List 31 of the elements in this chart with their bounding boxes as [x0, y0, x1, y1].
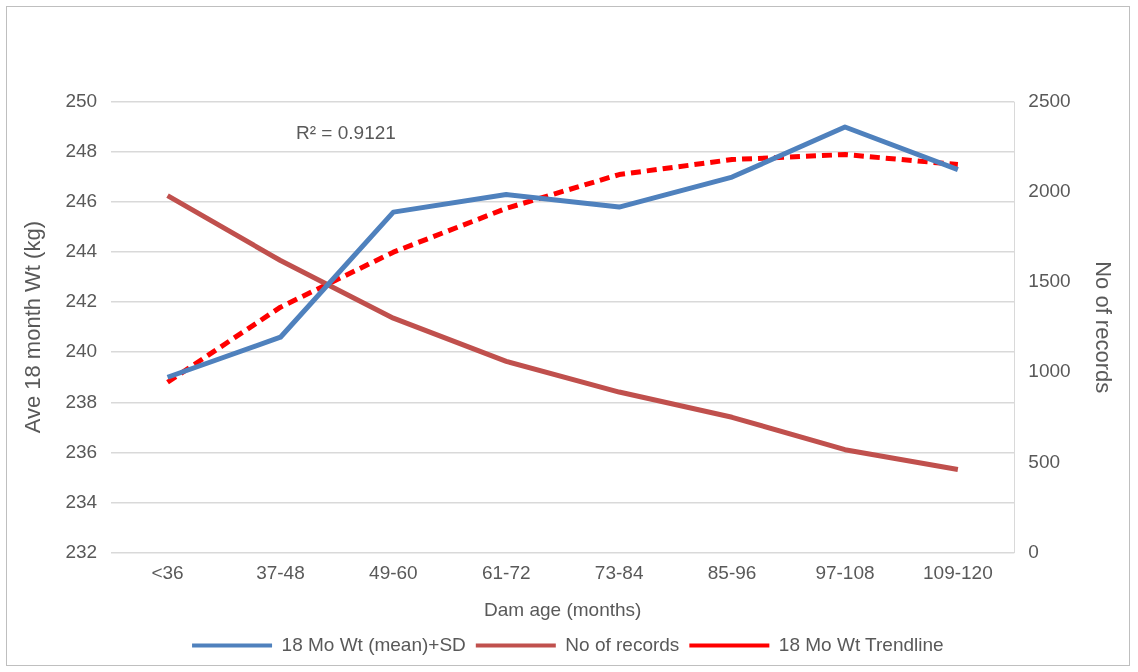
y-tick-label: 244: [65, 240, 98, 262]
y-tick-label: 242: [65, 290, 98, 312]
x-axis-title: Dam age (months): [484, 598, 642, 620]
y2-tick-label: 2500: [1028, 90, 1071, 112]
y-tick-label: 238: [65, 390, 98, 412]
x-tick-label: <36: [151, 562, 184, 584]
legend-label: 18 Mo Wt (mean)+SD: [281, 633, 466, 655]
x-tick-label: 109-120: [923, 562, 993, 584]
y2-tick-label: 500: [1028, 450, 1061, 472]
x-tick-label: 97-108: [815, 562, 875, 584]
y-tick-label: 236: [65, 440, 98, 462]
y2-tick-label: 1500: [1028, 270, 1071, 292]
x-tick-label: 49-60: [369, 562, 418, 584]
y-tick-label: 240: [65, 340, 98, 362]
y-tick-label: 232: [65, 540, 98, 562]
y-axis-title: Ave 18 month Wt (kg): [20, 221, 46, 434]
annotation: R² = 0.9121: [296, 122, 396, 144]
y2-axis-title: No of records: [1090, 261, 1116, 394]
y-tick-label: 246: [65, 190, 98, 212]
y2-tick-label: 0: [1028, 540, 1039, 562]
x-tick-label: 73-84: [594, 562, 644, 584]
y-tick-label: 248: [65, 140, 98, 162]
x-tick-label: 85-96: [707, 562, 757, 584]
legend-label: 18 Mo Wt Trendline: [778, 633, 944, 655]
y-tick-label: 234: [65, 490, 98, 512]
x-tick-label: 37-48: [256, 562, 305, 584]
x-tick-label: 61-72: [481, 562, 531, 584]
legend-label: No of records: [565, 633, 680, 655]
y2-tick-label: 1000: [1028, 360, 1071, 382]
y2-tick-label: 2000: [1028, 180, 1071, 202]
y-tick-label: 250: [65, 90, 98, 112]
